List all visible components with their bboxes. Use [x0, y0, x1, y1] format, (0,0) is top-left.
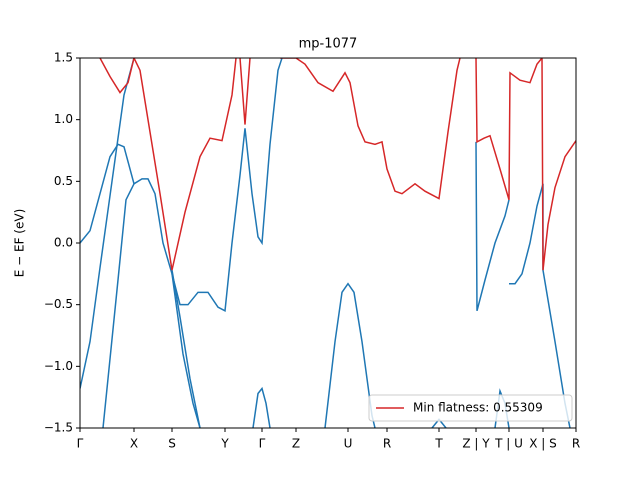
x-tick-label: T	[434, 437, 443, 451]
y-tick-label: 0.0	[54, 236, 73, 250]
x-tick-label: X | S	[529, 437, 557, 451]
band-line	[102, 183, 135, 428]
band-line	[509, 183, 571, 428]
x-tick-label: Γ	[77, 437, 84, 451]
y-tick-label: 0.5	[54, 174, 73, 188]
band-line	[171, 273, 201, 428]
band-line	[475, 141, 510, 312]
y-tick-label: −1.5	[44, 421, 73, 435]
x-tick-label: R	[572, 437, 580, 451]
x-tick-label: X	[130, 437, 138, 451]
chart-title: mp-1077	[299, 37, 358, 52]
band-line	[252, 386, 271, 428]
plot-frame	[79, 57, 577, 429]
x-tick-label: S	[168, 437, 176, 451]
x-tick-label: Y	[220, 437, 229, 451]
legend-box	[368, 394, 573, 422]
band-line	[324, 282, 376, 428]
band-line	[80, 58, 135, 389]
y-tick-label: −0.5	[44, 297, 73, 311]
band-line	[80, 58, 283, 313]
y-tick-label: 1.0	[54, 112, 73, 126]
y-tick-label: 1.5	[54, 51, 73, 65]
x-tick-label: Z	[292, 437, 300, 451]
x-tick-label: U	[344, 437, 353, 451]
y-tick-label: −1.0	[44, 359, 73, 373]
x-tick-label: Γ	[259, 437, 266, 451]
plot-area	[80, 58, 576, 428]
band-line	[99, 58, 576, 271]
y-axis-label: E − EF (eV)	[13, 209, 27, 278]
x-tick-label: R	[383, 437, 391, 451]
x-tick-label: Z | Y	[462, 437, 490, 451]
x-tick-label: T | U	[494, 437, 523, 451]
legend-label: Min flatness: 0.55309	[413, 401, 543, 415]
band-line	[171, 270, 201, 428]
